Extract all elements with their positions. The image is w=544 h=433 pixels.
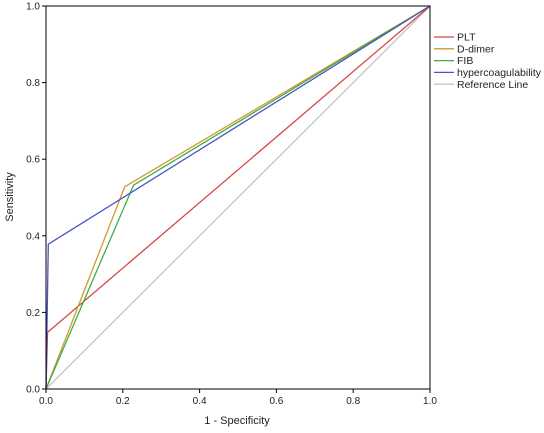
series-line-reference-line <box>45 5 431 390</box>
y-tick-label: 1.0 <box>26 2 40 13</box>
legend: PLTD-dimerFIBhypercoagulabilityReference… <box>434 32 542 91</box>
legend-label-plt: PLT <box>457 32 476 44</box>
x-tick-label: 0.2 <box>116 396 130 407</box>
x-tick-label: 0.6 <box>269 396 283 407</box>
axes: 0.0 0.2 0.4 0.6 0.8 1.0 0.0 0.2 0.4 0.6 0.8 1.0 <box>26 2 437 408</box>
series-line-d-dimer <box>45 5 431 390</box>
x-tick-label: 0.4 <box>193 396 207 407</box>
legend-label-hypercoagulability: hypercoagulability <box>457 67 542 79</box>
y-tick-label: 0.8 <box>26 78 40 89</box>
series-layer <box>45 5 431 390</box>
x-tick-label: 0.8 <box>346 396 360 407</box>
y-axis-title: Sensitivity <box>4 172 16 222</box>
reference-layer <box>45 5 431 390</box>
x-tick-label: 1.0 <box>423 396 437 407</box>
y-tick-label: 0.6 <box>26 155 40 166</box>
legend-label-d-dimer: D-dimer <box>457 43 495 55</box>
x-axis-title: 1 - Specificity <box>204 415 270 427</box>
plot-frame <box>45 5 431 390</box>
y-tick-label: 0.2 <box>26 308 40 319</box>
series-line-hypercoagulability <box>45 5 431 390</box>
y-tick-label: 0.4 <box>26 231 40 242</box>
legend-label-reference-line: Reference Line <box>457 79 528 91</box>
legend-label-fib: FIB <box>457 55 473 67</box>
x-tick-label: 0.0 <box>39 396 53 407</box>
y-tick-label: 0.0 <box>26 385 40 396</box>
series-line-fib <box>45 5 431 390</box>
